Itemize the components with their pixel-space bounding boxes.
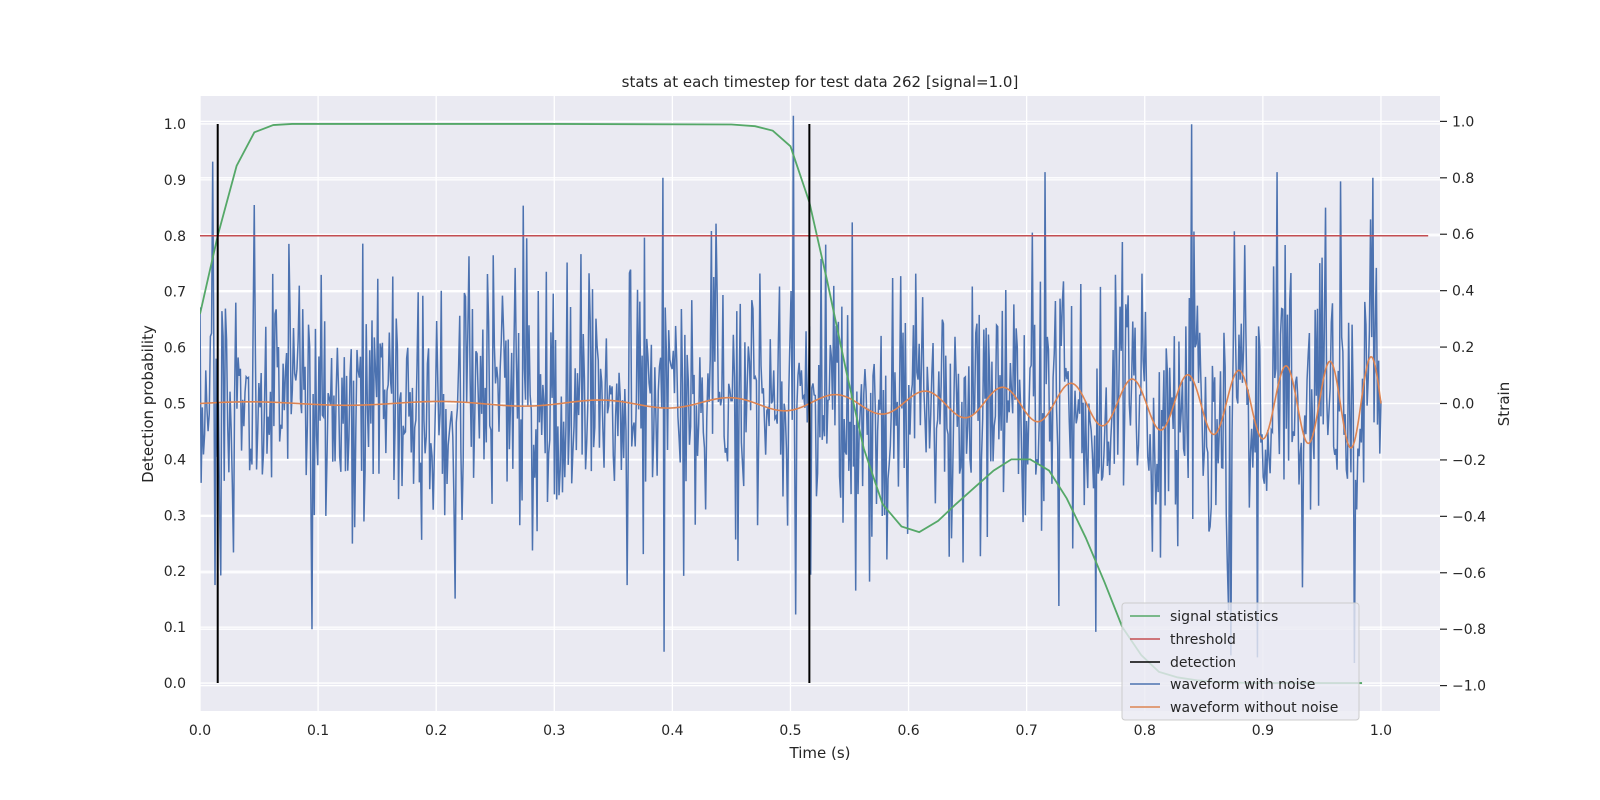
y-right-tick-label: 1.0 (1452, 114, 1474, 130)
y-left-tick-label: 0.2 (164, 564, 186, 580)
y-right-tick-label: −0.8 (1452, 622, 1486, 638)
x-tick-label: 0.6 (897, 723, 919, 739)
y-left-tick-label: 0.3 (164, 508, 186, 524)
legend-label-waveform-without-noise: waveform without noise (1170, 700, 1338, 716)
x-tick-label: 0.0 (189, 723, 211, 739)
y-right-tick-label: −0.2 (1452, 453, 1486, 469)
y-right-tick-label: 0.0 (1452, 397, 1474, 413)
y-axis-right-ticks: −1.0 −0.8 −0.6 −0.4 −0.2 0.0 0.2 0.4 0.6 0.8 1.0 (1440, 114, 1486, 695)
y-right-tick-label: 0.2 (1452, 340, 1474, 356)
legend-box (1121, 602, 1360, 721)
y-right-tick-label: −1.0 (1452, 679, 1486, 695)
chart-title: stats at each timestep for test data 262… (622, 73, 1019, 91)
y-right-tick-label: 0.8 (1452, 171, 1474, 187)
y-axis-left-ticks: 0.0 0.1 0.2 0.3 0.4 0.5 0.6 0.7 0.8 0.9 1.0 (164, 117, 186, 692)
x-tick-label: 0.2 (425, 723, 447, 739)
y-right-tick-label: −0.4 (1452, 509, 1486, 525)
y-right-tick-label: 0.6 (1452, 227, 1474, 243)
legend-label-threshold: threshold (1170, 632, 1236, 648)
legend-label-signal-statistics: signal statistics (1170, 609, 1278, 625)
x-tick-label: 0.5 (779, 723, 801, 739)
series-layer (200, 115, 1429, 684)
x-tick-label: 1.0 (1370, 723, 1392, 739)
series-waveform-with-noise (200, 115, 1382, 664)
x-tick-label: 0.9 (1252, 723, 1274, 739)
series-waveform-without-noise (200, 356, 1382, 449)
legend-label-waveform-with-noise: waveform with noise (1170, 677, 1315, 693)
y-left-tick-label: 0.4 (164, 452, 186, 468)
x-axis-label: Time (s) (789, 744, 851, 762)
y-left-tick-label: 0.6 (164, 341, 186, 357)
y-left-tick-label: 0.8 (164, 229, 186, 245)
y-axis-left-label: Detection probability (139, 325, 157, 483)
y-right-tick-label: 0.4 (1452, 284, 1474, 300)
y-axis-right-label: Strain (1495, 382, 1513, 426)
x-tick-label: 0.3 (543, 723, 565, 739)
x-tick-label: 0.1 (307, 723, 329, 739)
x-tick-label: 0.7 (1016, 723, 1038, 739)
legend-label-detection: detection (1170, 655, 1236, 671)
y-left-tick-label: 0.5 (164, 397, 186, 413)
y-left-tick-label: 0.7 (164, 285, 186, 301)
legend: signal statistics threshold detection wa… (1121, 602, 1360, 721)
y-left-tick-label: 0.9 (164, 173, 186, 189)
y-left-tick-label: 1.0 (164, 117, 186, 133)
x-tick-label: 0.8 (1134, 723, 1156, 739)
x-axis-ticks: 0.0 0.1 0.2 0.3 0.4 0.5 0.6 0.7 0.8 0.9 1.0 (189, 723, 1392, 739)
y-left-tick-label: 0.1 (164, 620, 186, 636)
y-left-tick-label: 0.0 (164, 676, 186, 692)
x-tick-label: 0.4 (661, 723, 683, 739)
y-right-tick-label: −0.6 (1452, 566, 1486, 582)
